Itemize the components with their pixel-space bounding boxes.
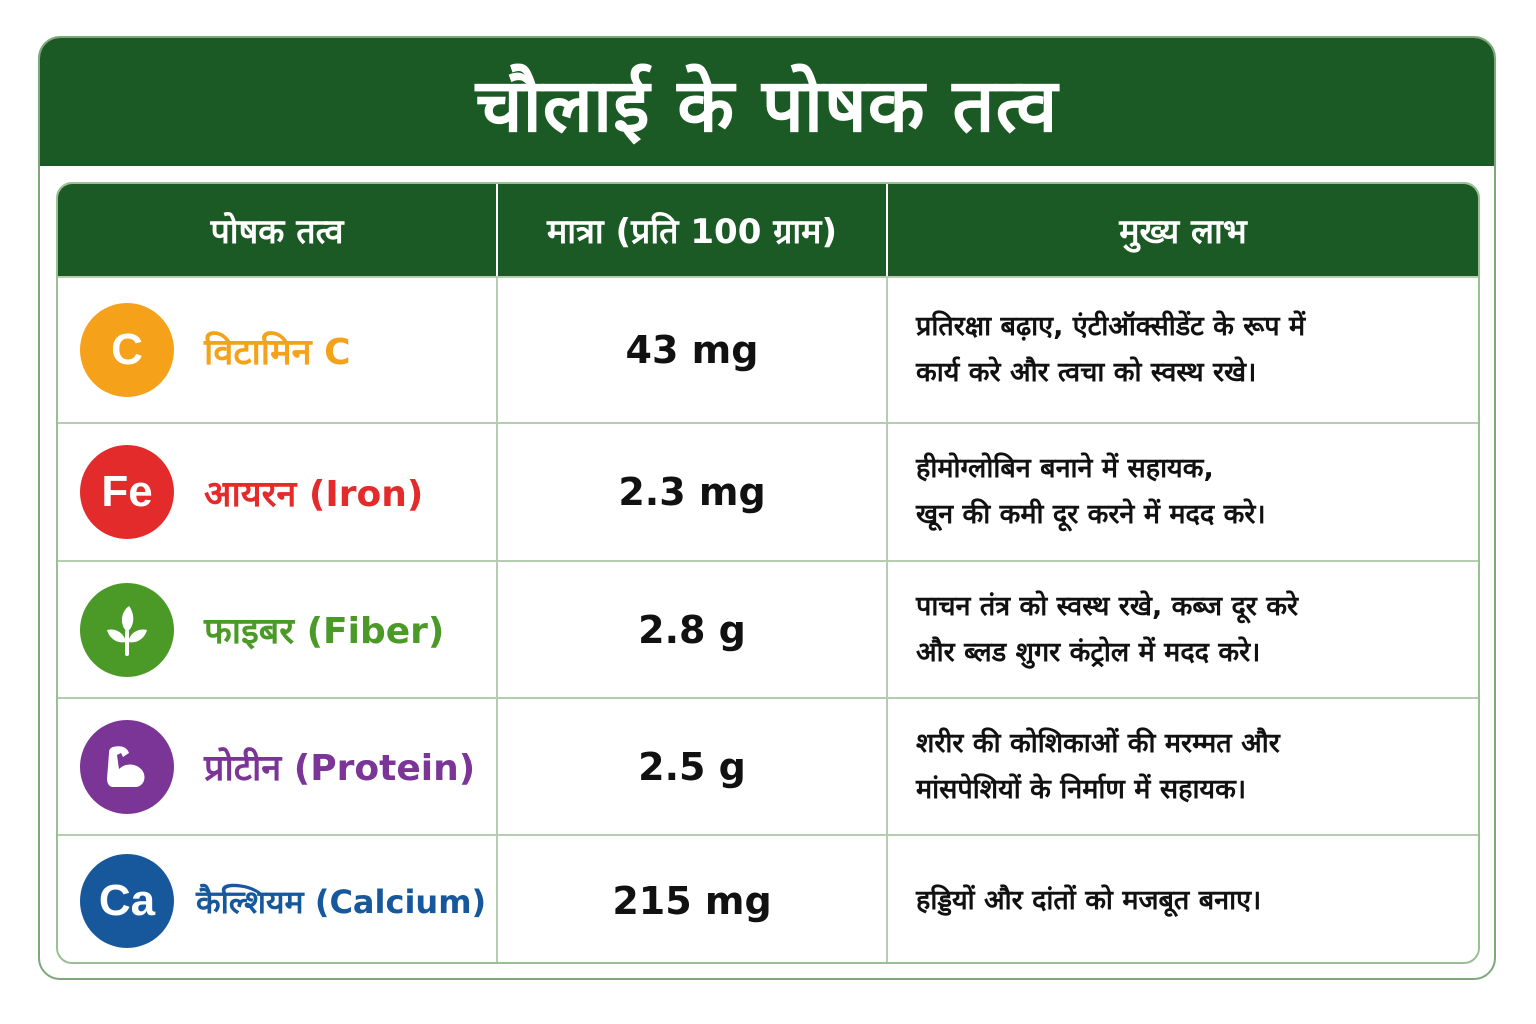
benefit-line: हीमोग्लोबिन बनाने में सहायक, [916,453,1214,484]
amount-cell: 2.8 g [498,562,888,697]
amount-cell: 43 mg [498,278,888,422]
benefit-line: प्रतिरक्षा बढ़ाए, एंटीऑक्सीडेंट के रूप म… [916,311,1306,342]
leaf-icon [107,605,147,656]
benefit-line: हड्डियों और दांतों को मजबूत बनाए। [916,885,1262,916]
flexed-arm-icon [107,745,145,787]
column-header-nutrient: पोषक तत्व [58,184,498,276]
table-row-iron: Fe आयरन (Iron) 2.3 mg हीमोग्लोबिन बनाने … [58,422,1478,560]
nutrient-cell: C विटामिन C [58,278,498,422]
benefit-line: मांसपेशियों के निर्माण में सहायक। [916,773,1247,805]
nutrient-name: प्रोटीन (Protein) [204,748,476,789]
nutrient-cell: फाइबर (Fiber) [58,562,498,697]
nutrient-cell: Fe आयरन (Iron) [58,424,498,560]
nutrition-table: पोषक तत्व मात्रा (प्रति 100 ग्राम) मुख्य… [56,182,1480,964]
table-header: पोषक तत्व मात्रा (प्रति 100 ग्राम) मुख्य… [58,184,1478,276]
nutrient-name: विटामिन C [204,331,351,373]
column-header-amount: मात्रा (प्रति 100 ग्राम) [498,184,888,276]
table-row-vitamin-c: C विटामिन C 43 mg प्रतिरक्षा बढ़ाए, एंटी… [58,276,1478,422]
amount-cell: 2.3 mg [498,424,888,560]
amount-cell: 215 mg [498,836,888,962]
benefit-line: कार्य करे और त्वचा को स्वस्थ रखे। [916,357,1257,388]
benefit-cell: शरीर की कोशिकाओं की मरम्मत और मांसपेशियो… [888,699,1478,834]
table-row-calcium: Ca कैल्शियम (Calcium) 215 mg हड्डियों और… [58,834,1478,962]
iron-badge: Fe [80,445,174,539]
nutrient-cell: Ca कैल्शियम (Calcium) [58,836,498,962]
benefit-cell: प्रतिरक्षा बढ़ाए, एंटीऑक्सीडेंट के रूप म… [888,278,1478,422]
amount-cell: 2.5 g [498,699,888,834]
table-row-protein: प्रोटीन (Protein) 2.5 g शरीर की कोशिकाओं… [58,697,1478,834]
title-banner: चौलाई के पोषक तत्व [40,38,1494,166]
nutrient-name: आयरन (Iron) [204,473,424,515]
nutrient-cell: प्रोटीन (Protein) [58,699,498,834]
benefit-line: खून की कमी दूर करने में मदद करे। [916,499,1266,530]
nutrient-name: कैल्शियम (Calcium) [196,882,487,921]
benefit-cell: हड्डियों और दांतों को मजबूत बनाए। [888,836,1478,962]
benefit-cell: हीमोग्लोबिन बनाने में सहायक, खून की कमी … [888,424,1478,560]
nutrition-card: चौलाई के पोषक तत्व पोषक तत्व मात्रा (प्र… [38,36,1496,980]
benefit-line: पाचन तंत्र को स्वस्थ रखे, कब्ज दूर करे [916,590,1299,622]
table-row-fiber: फाइबर (Fiber) 2.8 g पाचन तंत्र को स्वस्थ… [58,560,1478,697]
benefit-cell: पाचन तंत्र को स्वस्थ रखे, कब्ज दूर करे औ… [888,562,1478,697]
fiber-badge [80,582,174,677]
vitamin-c-badge: C [80,303,174,397]
protein-badge [80,719,174,814]
benefit-line: और ब्लड शुगर कंट्रोल में मदद करे। [916,636,1261,668]
column-header-benefit: मुख्य लाभ [1119,212,1247,252]
benefit-line: शरीर की कोशिकाओं की मरम्मत और [916,727,1280,759]
calcium-badge: Ca [80,854,174,948]
page-title: चौलाई के पोषक तत्व [475,62,1059,149]
nutrient-name: फाइबर (Fiber) [204,611,445,652]
